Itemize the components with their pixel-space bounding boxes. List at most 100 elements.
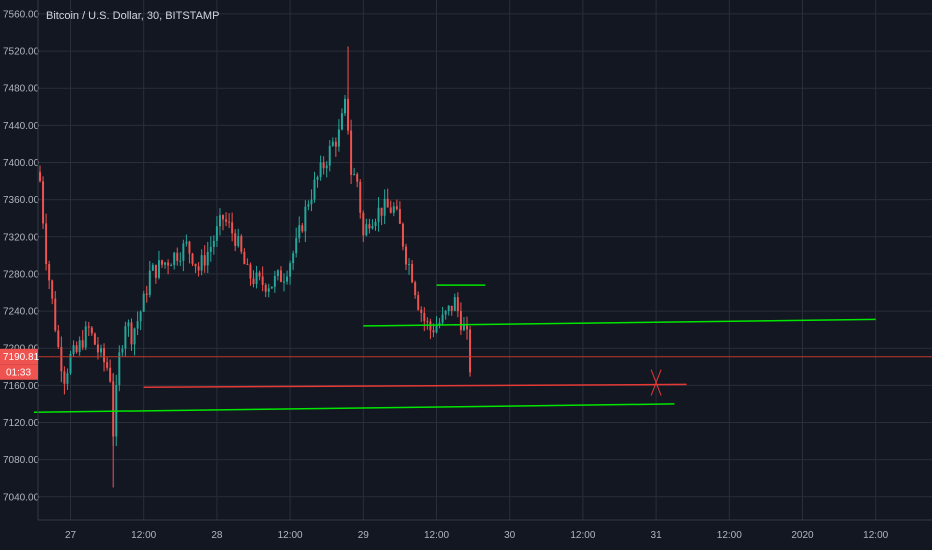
candle-body <box>200 255 203 271</box>
candle-body <box>218 215 221 227</box>
candle-body <box>374 221 377 227</box>
candle-body <box>395 206 398 210</box>
candle-body <box>359 181 362 213</box>
candle-body <box>304 206 307 232</box>
x-mark-stroke <box>650 369 662 396</box>
x-tick-label: 12:00 <box>131 530 156 541</box>
candle-body <box>301 225 304 232</box>
candle-body <box>377 207 380 222</box>
candle-body <box>118 352 121 386</box>
candle-body <box>270 286 273 289</box>
candle-body <box>124 326 127 349</box>
y-tick-label: 7120.00 <box>3 418 40 429</box>
x-axis[interactable]: 27 12:00 28 12:00 29 12:00 30 12:00 31 12:00 2020 1… <box>0 519 932 550</box>
candle-body <box>127 322 130 327</box>
candle-body <box>93 333 96 345</box>
x-axis-background <box>0 520 932 550</box>
candle-body <box>63 371 66 384</box>
candle-body <box>307 204 310 207</box>
candle-body <box>319 162 322 178</box>
candle-body <box>392 206 395 213</box>
candle-body <box>264 284 267 292</box>
x-tick-label: 12:00 <box>863 530 888 541</box>
x-tick-label: 12:00 <box>278 530 303 541</box>
candle-body <box>334 141 337 147</box>
candle-body <box>51 280 54 299</box>
x-tick-label: 2020 <box>791 530 814 541</box>
candle-body <box>316 177 319 180</box>
support-line-upper[interactable] <box>363 318 876 327</box>
candle-body <box>66 373 69 384</box>
candle-body <box>42 181 45 224</box>
candle-body <box>401 223 404 247</box>
candle-body <box>39 171 41 182</box>
candle-body <box>243 251 246 265</box>
x-tick-label: 30 <box>504 530 516 541</box>
candle-body <box>145 293 148 295</box>
candle-body <box>383 198 386 216</box>
candle-body <box>209 246 212 252</box>
candle-body <box>331 141 334 146</box>
y-axis[interactable]: 7040.007080.007120.007160.007200.007240.… <box>0 0 40 520</box>
drawings[interactable] <box>33 284 932 414</box>
candle-body <box>60 346 63 372</box>
candle-body <box>447 305 450 312</box>
candle-body <box>423 312 426 322</box>
candle-body <box>133 328 136 345</box>
candle-body <box>453 297 456 311</box>
candle-body <box>185 241 188 244</box>
candle-body <box>325 165 328 169</box>
candle-body <box>283 281 285 283</box>
candle-body <box>157 260 160 278</box>
candle-body <box>222 215 224 220</box>
candle-body <box>444 311 447 315</box>
x-tick-label: 12:00 <box>570 530 595 541</box>
price-tag: 7190.81 <box>3 352 40 363</box>
y-tick-label: 7440.00 <box>3 121 40 132</box>
candle-body <box>408 263 411 265</box>
candle-body <box>154 264 157 278</box>
candle-body <box>289 263 292 277</box>
candle-body <box>136 321 139 329</box>
candle-body <box>450 305 453 311</box>
candle-body <box>353 174 356 176</box>
candle-body <box>212 240 215 247</box>
candle-body <box>182 243 185 261</box>
y-tick-label: 7040.00 <box>3 492 40 503</box>
x-tick-label: 27 <box>65 530 77 541</box>
candle-body <box>456 297 459 312</box>
candle-body <box>279 270 282 282</box>
candle-body <box>231 222 234 234</box>
candle-body <box>176 252 179 262</box>
x-tick-label: 12:00 <box>717 530 742 541</box>
candle-body <box>194 263 197 267</box>
candle-body <box>106 362 109 368</box>
candle-body <box>142 293 145 312</box>
candle-body <box>252 278 255 285</box>
candle-body <box>96 344 99 353</box>
candle-body <box>386 198 389 208</box>
candle-body <box>109 367 112 382</box>
candle-body <box>462 325 465 331</box>
candle-body <box>420 309 423 313</box>
candle-body <box>164 262 167 265</box>
candle-body <box>365 224 368 236</box>
x-tick-label: 29 <box>358 530 370 541</box>
candle-body <box>435 325 438 333</box>
price-tag-bg <box>0 348 38 365</box>
candle-body <box>298 225 301 239</box>
red-level-line[interactable] <box>143 383 687 388</box>
candle-body <box>173 252 176 266</box>
candle-body <box>255 272 258 285</box>
x-tick-label: 31 <box>651 530 663 541</box>
candle-body <box>276 270 279 276</box>
candle-body <box>215 226 218 241</box>
candle-body <box>371 226 374 229</box>
candle-body <box>188 241 191 254</box>
candle-body <box>161 260 163 265</box>
support-line-lower[interactable] <box>33 403 675 414</box>
y-tick-label: 7240.00 <box>3 307 40 318</box>
candle-body <box>441 314 444 323</box>
candle-body <box>362 212 365 236</box>
